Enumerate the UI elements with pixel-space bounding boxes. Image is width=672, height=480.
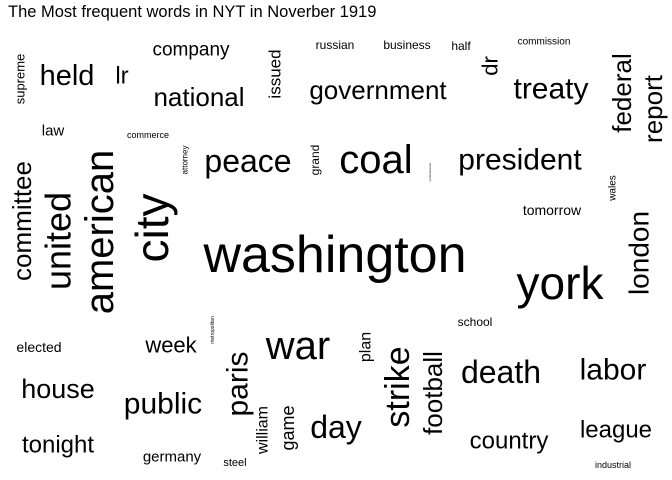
word-day: day (310, 409, 362, 445)
word-supreme: supreme (13, 54, 28, 105)
word-business: business (383, 38, 430, 52)
word-grand: grand (308, 145, 322, 176)
word-federal: federal (607, 53, 637, 133)
word-washington: washington (202, 226, 466, 284)
word-war: war (265, 324, 330, 368)
word-united: united (38, 192, 79, 290)
word-attorney: attorney (181, 146, 190, 175)
word-city: city (126, 194, 178, 263)
word-coal: coal (339, 138, 412, 182)
word-labor: labor (580, 354, 647, 387)
word-held: held (40, 60, 95, 92)
word-york: york (517, 257, 605, 309)
word-committee: committee (7, 161, 37, 281)
word-tomorrow: tomorrow (523, 202, 582, 218)
word-london: london (624, 211, 655, 295)
word-germany: germany (143, 449, 202, 466)
word-death: death (461, 354, 541, 390)
word-national: national (153, 82, 244, 112)
word-peace: peace (204, 143, 291, 179)
word-government: government (309, 75, 447, 105)
word-week: week (144, 333, 197, 358)
word-half: half (451, 39, 471, 53)
word-commissioner: commissioner (428, 163, 432, 182)
word-president: president (458, 144, 582, 177)
word-football: football (418, 351, 448, 435)
word-league: league (580, 417, 652, 444)
word-commission: commission (518, 37, 571, 48)
word-commerce: commerce (127, 130, 169, 140)
word-russian: russian (316, 38, 355, 52)
word-elected: elected (16, 339, 61, 355)
word-paris: paris (222, 351, 255, 416)
word-company: company (152, 40, 230, 61)
word-wales: wales (608, 175, 619, 202)
word-report: report (638, 74, 668, 143)
word-law: law (42, 123, 65, 140)
word-tonight: tonight (22, 432, 94, 459)
word-issued: issued (266, 49, 285, 98)
word-plan: plan (358, 332, 375, 362)
chart-title: The Most frequent words in NYT in Noverb… (8, 3, 377, 21)
word-industrial: industrial (595, 460, 631, 470)
word-steel: steel (223, 457, 246, 469)
word-treaty: treaty (513, 73, 588, 106)
word-public: public (124, 388, 202, 421)
word-country: country (470, 428, 549, 455)
word-william: william (255, 406, 272, 455)
word-game: game (278, 405, 298, 450)
word-dr: dr (478, 56, 503, 76)
word-metropolitan: metropolitan (210, 316, 216, 344)
word-lr: lr (115, 63, 128, 90)
word-american: american (78, 150, 122, 315)
word-school: school (458, 315, 493, 329)
word-strike: strike (379, 346, 417, 427)
word-house: house (21, 374, 95, 404)
